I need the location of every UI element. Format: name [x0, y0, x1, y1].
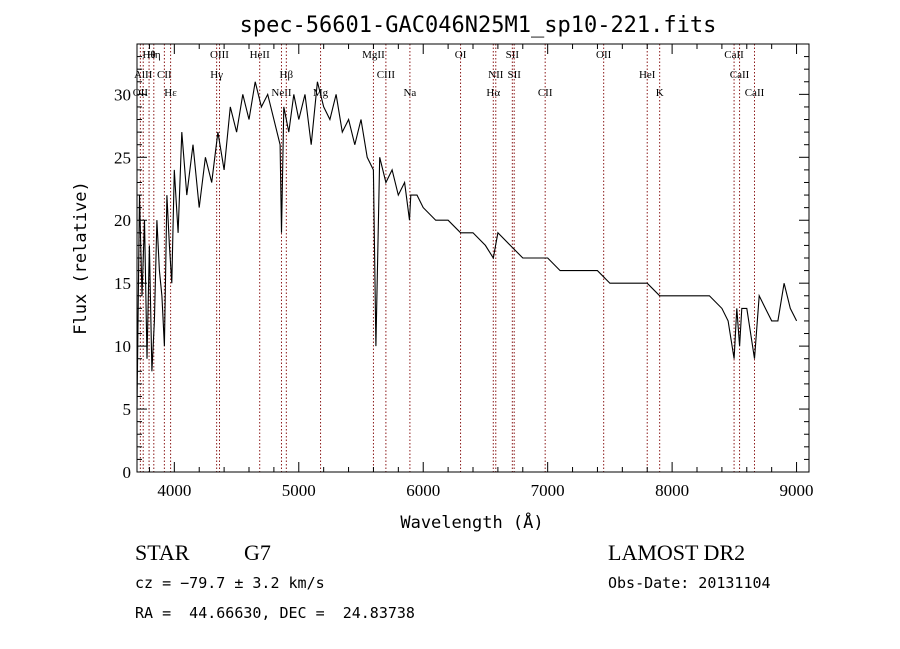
spectral-line-label: OIII — [210, 49, 229, 61]
spectral-line-label: MgII — [362, 49, 385, 61]
plot-frame — [136, 43, 810, 473]
spectral-line-label: CIII — [377, 69, 396, 81]
y-tick-label: 5 — [123, 400, 132, 419]
x-tick-label: 6000 — [406, 481, 440, 500]
survey-name: LAMOST DR2 — [608, 540, 746, 565]
spectral-line-markers: HθAlIIOIIHηCIIHεOIIIHγNeIIHeIIHβMgMgIICI… — [133, 44, 765, 472]
spectral-line-label: Hβ — [280, 69, 294, 81]
spectral-line-label: Hη — [147, 49, 161, 61]
spectral-line-label: CaII — [724, 49, 744, 61]
spectral-line-label: Hγ — [210, 69, 223, 81]
spectral-line-label: CII — [538, 87, 553, 99]
spectral-line-label: Hθ — [142, 49, 155, 61]
spectral-line-label: OII — [133, 87, 149, 99]
x-tick-label: 9000 — [780, 481, 814, 500]
y-tick-label: 30 — [114, 85, 131, 104]
y-axis-label: Flux (relative) — [71, 181, 91, 335]
y-axis-ticks: 0 5 10 15 20 25 30 — [114, 56, 809, 482]
redshift-text: cz = −79.7 ± 3.2 km/s — [135, 574, 325, 592]
y-tick-label: 20 — [114, 211, 131, 230]
x-tick-label: 4000 — [157, 481, 191, 500]
spectral-line-label: CaII — [745, 87, 765, 99]
spectral-line-label: NeII — [271, 87, 291, 99]
x-tick-label: 8000 — [655, 481, 689, 500]
y-tick-label: 15 — [114, 274, 131, 293]
spectral-line-label: OII — [596, 49, 612, 61]
spectral-line-label: CII — [157, 69, 172, 81]
obs-date-text: Obs-Date: 20131104 — [608, 574, 771, 592]
object-class: STAR — [135, 540, 190, 565]
spectral-line-label: Na — [403, 87, 416, 99]
spectral-line-label: Hε — [164, 87, 177, 99]
x-tick-label: 5000 — [282, 481, 316, 500]
spectral-line-label: AlII — [134, 69, 153, 81]
spectral-line-label: HeII — [250, 49, 270, 61]
spectral-line-label: NII — [488, 69, 504, 81]
spectral-line-label: Hα — [486, 87, 500, 99]
spectral-line-label: SII — [506, 49, 520, 61]
chart-title: spec-56601-GAC046N25M1_sp10-221.fits — [240, 13, 717, 38]
coordinates-text: RA = 44.66630, DEC = 24.83738 — [135, 604, 415, 622]
spectral-line-label: OI — [455, 49, 467, 61]
y-tick-label: 10 — [114, 337, 131, 356]
spectral-line-label: SII — [507, 69, 521, 81]
y-tick-label: 0 — [123, 463, 132, 482]
object-subclass: G7 — [244, 540, 271, 565]
spectral-line-label: K — [656, 87, 664, 99]
x-axis-label: Wavelength (Å) — [400, 511, 543, 533]
x-tick-label: 7000 — [531, 481, 565, 500]
spectral-line-label: CaII — [730, 69, 750, 81]
spectral-line-label: HeI — [639, 69, 656, 81]
x-axis-ticks: 4000 5000 6000 7000 8000 9000 — [148, 44, 814, 500]
y-tick-label: 25 — [114, 148, 131, 167]
spectrum-series-line — [136, 81, 798, 410]
